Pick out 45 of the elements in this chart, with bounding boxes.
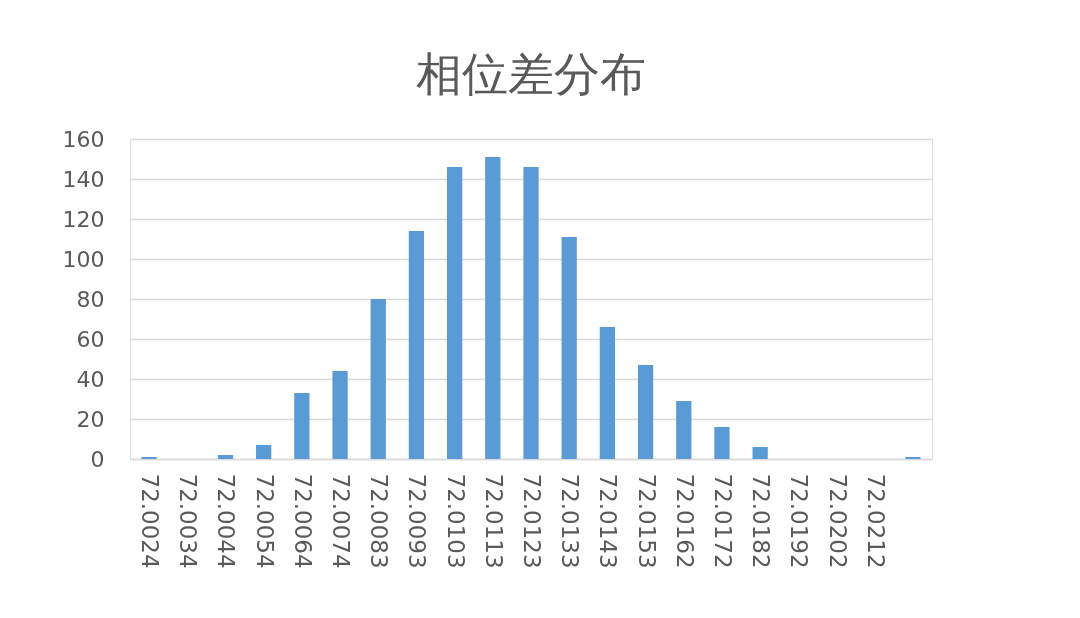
y-tick-label: 0: [90, 446, 105, 472]
y-tick-label: 60: [76, 326, 105, 352]
y-tick-label: 20: [76, 406, 105, 432]
x-tick-label: 72.0024: [137, 473, 164, 569]
x-tick-label: 72.0182: [748, 473, 775, 569]
bar: [332, 371, 348, 459]
x-tick-label: 72.0143: [595, 473, 622, 569]
x-tick-label: 72.0202: [824, 473, 851, 569]
y-tick-label: 120: [62, 206, 105, 232]
x-tick-label: 72.0113: [480, 473, 507, 569]
bar: [256, 445, 272, 459]
x-tick-label: 72.0172: [709, 473, 736, 569]
x-tick-label: 72.0044: [213, 473, 240, 569]
x-tick-label: 72.0093: [404, 473, 431, 569]
x-tick-label: 72.0103: [442, 473, 469, 569]
chart-title: 相位差分布: [416, 47, 646, 101]
bar: [714, 427, 730, 459]
x-tick-label: 72.0162: [671, 473, 698, 569]
bar: [752, 447, 768, 459]
x-tick-label: 72.0064: [289, 473, 316, 569]
bar: [370, 299, 386, 459]
x-tick-label: 72.0123: [519, 473, 545, 569]
bar: [485, 157, 501, 459]
bar: [408, 231, 425, 459]
y-tick-label: 160: [62, 126, 105, 152]
x-tick-label: 72.0153: [633, 473, 660, 569]
y-tick-label: 100: [62, 246, 105, 272]
y-tick-label: 140: [62, 166, 105, 192]
bar: [637, 365, 654, 459]
x-tick-label: 72.0074: [328, 473, 355, 569]
y-tick-label: 40: [76, 366, 105, 392]
x-tick-label: 72.0083: [366, 473, 393, 569]
bar: [217, 455, 234, 459]
x-tick-label: 72.0133: [557, 473, 584, 569]
bar: [294, 393, 310, 459]
bar: [599, 327, 616, 459]
x-tick-label: 72.0034: [175, 473, 202, 569]
x-tick-label: 72.0054: [251, 473, 278, 569]
bar: [676, 401, 692, 459]
bar: [446, 167, 463, 459]
bar: [561, 237, 577, 459]
x-tick-label: 72.0192: [786, 473, 813, 569]
y-tick-label: 80: [76, 286, 105, 312]
x-tick-label: 72.0212: [862, 473, 889, 569]
bar: [523, 167, 539, 459]
